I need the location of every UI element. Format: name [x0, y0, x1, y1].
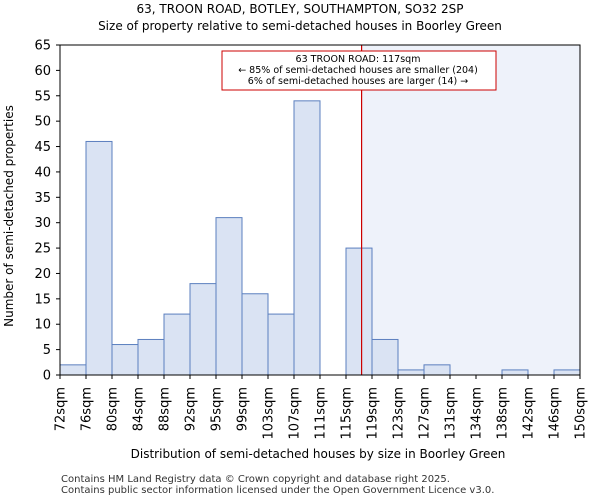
- bar-123sqm: [397, 369, 425, 376]
- bar-127sqm: [423, 364, 451, 376]
- footer-attribution-2: Contains public sector information licen…: [61, 485, 495, 496]
- y-tick-label: 25: [34, 242, 51, 257]
- histogram-chart: 0 5 10 15 20 25 30 35 40 45 50 55 60 65 72sqm 76sqm 80s…: [2, 39, 589, 462]
- annotation-line-3: 6% of semi-detached houses are larger (1…: [248, 76, 468, 87]
- larger-region-shade: [361, 45, 580, 375]
- x-tick-label: 111sqm: [314, 387, 329, 440]
- y-tick-label: 55: [34, 89, 51, 104]
- y-tick-label: 20: [34, 267, 51, 282]
- x-tick-label: 142sqm: [522, 387, 537, 440]
- y-tick-label: 60: [34, 64, 51, 79]
- y-tick-label: 35: [34, 191, 51, 206]
- x-tick-label: 80sqm: [106, 387, 121, 431]
- bar-146sqm: [553, 369, 581, 376]
- x-tick-label: 72sqm: [54, 387, 69, 431]
- chart-title: 63, TROON ROAD, BOTLEY, SOUTHAMPTON, SO3…: [136, 2, 464, 16]
- x-axis-label: Distribution of semi-detached houses by …: [131, 447, 506, 461]
- bar-88sqm: [163, 313, 191, 376]
- x-tick-label: 92sqm: [184, 387, 199, 431]
- bar-99sqm: [241, 293, 269, 376]
- y-tick-label: 15: [34, 292, 51, 307]
- y-axis-label: Number of semi-detached properties: [2, 105, 16, 327]
- bar-119sqm: [371, 338, 399, 376]
- x-tick-label: 138sqm: [496, 387, 511, 440]
- x-tick-label: 95sqm: [210, 387, 225, 431]
- y-tick-label: 5: [43, 343, 51, 358]
- x-tick-label: 99sqm: [236, 387, 251, 431]
- annotation-line-1: 63 TROON ROAD: 117sqm: [296, 54, 421, 65]
- x-tick-label: 134sqm: [470, 387, 485, 440]
- y-tick-label: 0: [43, 369, 51, 384]
- x-tick-label: 123sqm: [392, 387, 407, 440]
- bar-80sqm: [111, 344, 139, 376]
- x-tick-label: 131sqm: [444, 387, 459, 440]
- bar-138sqm: [501, 369, 529, 376]
- chart-subtitle: Size of property relative to semi-detach…: [98, 19, 502, 33]
- bar-107sqm: [293, 100, 321, 376]
- annotation-line-2: ← 85% of semi-detached houses are smalle…: [238, 65, 478, 76]
- footer-attribution-1: Contains HM Land Registry data © Crown c…: [61, 474, 450, 485]
- bar-115sqm: [345, 247, 373, 376]
- bar-72sqm: [59, 364, 87, 376]
- x-tick-label: 84sqm: [132, 387, 147, 431]
- x-tick-label: 146sqm: [548, 387, 563, 440]
- x-tick-label: 115sqm: [340, 387, 355, 440]
- bar-84sqm: [137, 338, 165, 376]
- x-tick-label: 127sqm: [418, 387, 433, 440]
- x-tick-label: 88sqm: [158, 387, 173, 431]
- y-tick-label: 50: [34, 115, 51, 130]
- x-tick-label: 76sqm: [80, 387, 95, 431]
- y-tick-label: 40: [34, 165, 51, 180]
- x-tick-label: 150sqm: [574, 387, 589, 440]
- x-tick-label: 107sqm: [288, 387, 303, 440]
- bar-103sqm: [267, 313, 295, 376]
- y-tick-label: 65: [34, 39, 51, 54]
- y-tick-label: 10: [34, 318, 51, 333]
- bar-92sqm: [189, 283, 217, 376]
- x-tick-label: 103sqm: [262, 387, 277, 440]
- y-tick-label: 45: [34, 140, 51, 155]
- bar-76sqm: [85, 140, 113, 376]
- annotation-box: 63 TROON ROAD: 117sqm ← 85% of semi-deta…: [221, 50, 497, 91]
- bar-95sqm: [215, 217, 243, 376]
- x-tick-label: 119sqm: [366, 387, 381, 440]
- y-tick-label: 30: [34, 216, 51, 231]
